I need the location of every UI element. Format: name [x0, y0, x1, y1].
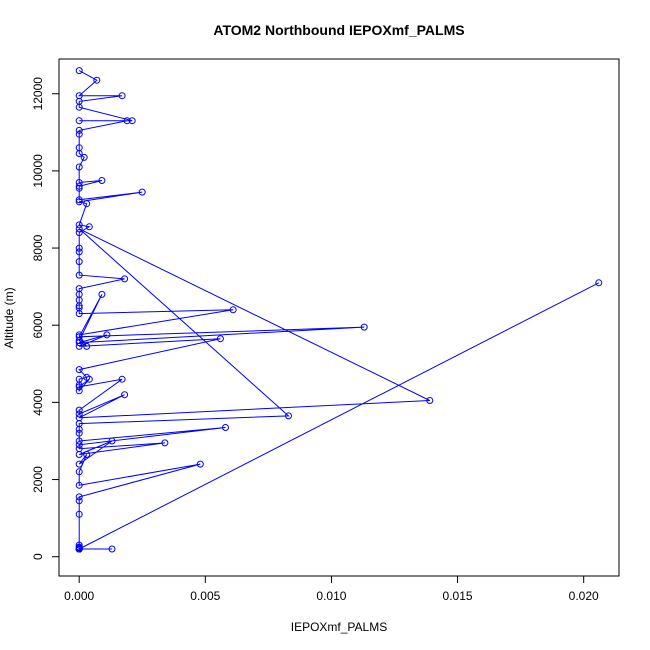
- data-point: [75, 497, 83, 505]
- data-point: [75, 425, 83, 433]
- data-point: [75, 248, 83, 256]
- data-point: [118, 92, 126, 100]
- y-axis-label: Altitude (m): [2, 287, 16, 348]
- data-point: [75, 310, 83, 318]
- data-point: [222, 424, 229, 431]
- data-point: [75, 126, 83, 134]
- x-axis: 0.000 0.005 0.010 0.015 0.020: [64, 575, 599, 603]
- data-point: [360, 323, 368, 331]
- data-point: [108, 545, 116, 553]
- y-tick-label: 8000: [31, 234, 45, 261]
- plot-frame: [58, 58, 620, 577]
- series-line: [77, 70, 600, 550]
- y-tick-label: 12000: [31, 77, 45, 111]
- data-point: [75, 150, 83, 157]
- data-point: [75, 339, 83, 347]
- data-point: [121, 391, 129, 399]
- y-tick-label: 2000: [31, 466, 45, 493]
- data-point: [75, 163, 83, 171]
- data-point: [75, 117, 83, 125]
- data-point: [75, 342, 83, 350]
- series-layer: [75, 67, 603, 553]
- data-point: [75, 258, 83, 266]
- data-point: [75, 221, 83, 229]
- data-point: [75, 410, 83, 418]
- data-point: [121, 275, 129, 283]
- data-point: [196, 460, 204, 468]
- data-point: [75, 130, 83, 138]
- data-point: [75, 545, 83, 553]
- data-point: [75, 366, 83, 374]
- data-point: [75, 196, 83, 204]
- x-tick-label: 0.020: [569, 589, 599, 603]
- chart-title: ATOM2 Northbound IEPOXmf_PALMS: [213, 22, 464, 38]
- data-point: [98, 177, 106, 184]
- data-point: [75, 460, 83, 468]
- y-tick-label: 10000: [31, 154, 45, 188]
- data-point: [83, 342, 91, 350]
- data-point: [75, 493, 83, 501]
- data-point: [216, 335, 224, 343]
- data-point: [123, 117, 131, 125]
- data-point: [103, 331, 111, 339]
- data-point: [75, 182, 83, 190]
- y-tick-label: 0: [31, 553, 45, 560]
- data-point: [161, 439, 169, 447]
- data-point: [75, 225, 83, 233]
- data-point: [75, 510, 83, 518]
- data-point: [83, 200, 91, 208]
- x-tick-label: 0.000: [64, 589, 94, 603]
- data-point: [75, 541, 83, 549]
- data-point: [93, 76, 101, 84]
- data-point: [75, 437, 83, 445]
- x-tick-label: 0.010: [316, 589, 346, 603]
- y-axis: 0 2000 4000 6000 8000 10000 12000: [31, 77, 60, 560]
- data-point: [75, 198, 83, 206]
- data-point: [229, 306, 237, 314]
- data-point: [75, 229, 83, 237]
- x-axis-label: IEPOXmf_PALMS: [291, 620, 387, 634]
- data-point: [75, 271, 83, 279]
- data-point: [108, 437, 116, 445]
- x-tick-label: 0.005: [190, 589, 220, 603]
- y-tick-label: 4000: [31, 389, 45, 416]
- data-point: [80, 153, 88, 161]
- y-tick-label: 6000: [31, 312, 45, 339]
- data-point: [75, 67, 83, 75]
- data-point: [75, 429, 83, 437]
- data-point: [285, 412, 292, 420]
- data-point: [75, 383, 83, 391]
- data-point: [75, 244, 83, 252]
- data-point: [75, 451, 83, 458]
- x-tick-label: 0.015: [443, 589, 473, 603]
- data-point: [85, 223, 93, 231]
- data-point: [75, 468, 83, 476]
- data-point: [75, 387, 83, 395]
- data-point: [426, 397, 434, 404]
- data-point: [85, 375, 93, 383]
- data-point: [595, 279, 603, 287]
- data-point: [138, 188, 146, 196]
- data-point: [118, 375, 126, 383]
- data-point: [75, 481, 83, 489]
- data-point: [75, 441, 83, 449]
- data-point: [75, 302, 83, 310]
- data-point: [128, 117, 136, 125]
- data-point: [75, 184, 83, 192]
- data-point: [75, 406, 83, 414]
- data-point: [98, 290, 106, 298]
- data-point: [83, 451, 91, 458]
- data-point: [75, 103, 83, 111]
